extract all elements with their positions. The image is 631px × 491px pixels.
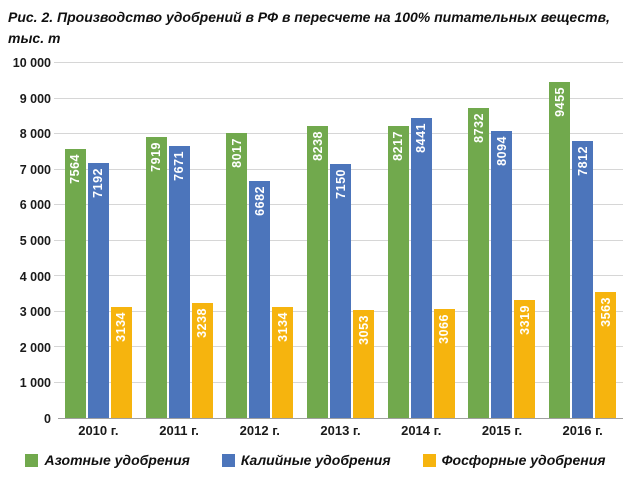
y-tick-label: 7 000: [19, 162, 51, 177]
bar: 8238: [307, 125, 329, 418]
bar-group: 7564 7192 3134: [58, 63, 139, 418]
bar-group: 8017 6682 3134: [219, 63, 300, 418]
bar: 7671: [168, 145, 190, 418]
bar-value-label: 8094: [494, 135, 509, 166]
legend-item: Калийные удобрения: [221, 452, 391, 468]
figure-title-text: Производство удобрений в РФ в пересчете …: [8, 9, 610, 46]
bar: 8094: [491, 130, 513, 418]
bar: 7919: [145, 136, 167, 418]
gridline: [54, 62, 623, 63]
plot-area: 7564 7192 3134 7919 7671 3238 8017 6682 3134 8238…: [54, 62, 623, 419]
y-tick-label: 6 000: [19, 198, 51, 213]
bar-value-label: 8017: [229, 138, 244, 169]
y-tick-label: 5 000: [19, 234, 51, 248]
y-tick-label: 1 000: [19, 376, 51, 391]
bar-group: 8217 8441 3066: [381, 63, 462, 418]
bar-value-label: 7671: [172, 150, 187, 181]
legend-label: Азотные удобрения: [44, 452, 190, 468]
bar-value-label: 3319: [517, 305, 532, 335]
bar: 8732: [468, 108, 490, 418]
bar: 7150: [330, 164, 352, 418]
x-tick-label: 2014 г.: [401, 423, 442, 438]
bar: 8217: [387, 126, 409, 418]
bar-value-label: 8732: [471, 113, 486, 143]
gridline: [54, 97, 623, 99]
bar-value-label: 7919: [149, 141, 164, 172]
y-tick-label: 8 000: [19, 127, 51, 142]
bar-value-label: 8441: [414, 123, 429, 154]
bar-value-label: 3134: [114, 311, 129, 342]
bar: 7812: [572, 140, 594, 418]
bar-value-label: 3053: [356, 314, 371, 345]
bar: 8441: [410, 118, 432, 418]
bar-value-label: 7192: [91, 167, 106, 198]
bar-value-label: 3066: [437, 314, 452, 344]
bar: 3053: [353, 309, 375, 418]
figure-title: Рис. 2. Производство удобрений в РФ в пе…: [8, 7, 623, 49]
bar-value-label: 9455: [552, 87, 567, 118]
x-tick-label: 2015 г.: [481, 423, 523, 438]
y-tick-label: 0: [44, 412, 51, 426]
bar: 3319: [514, 300, 536, 418]
legend-label: Фосфорные удобрения: [441, 452, 606, 468]
bar: 6682: [249, 180, 271, 418]
bar-value-label: 8238: [310, 130, 325, 161]
y-tick-label: 4 000: [19, 269, 51, 284]
bar: 7192: [87, 162, 109, 418]
bar-value-label: 3238: [195, 308, 210, 338]
bar: 3134: [272, 306, 294, 418]
y-tick-label: 10 000: [12, 56, 51, 70]
bar-group: 8732 8094 3319: [462, 63, 543, 418]
bar-group: 8238 7150 3053: [300, 63, 381, 418]
bar: 8017: [226, 133, 248, 418]
y-tick-label: 9 000: [19, 91, 51, 106]
bar-value-label: 7812: [575, 145, 590, 176]
bar: 9455: [549, 82, 571, 418]
bar-value-label: 6682: [252, 185, 267, 216]
bar-group: 7919 7671 3238: [139, 63, 220, 418]
bar-value-label: 3563: [598, 296, 613, 327]
bar-value-label: 7564: [68, 154, 83, 185]
x-tick-label: 2013 г.: [320, 423, 361, 438]
bar-value-label: 8217: [391, 131, 406, 162]
bar-groups: 7564 7192 3134 7919 7671 3238 8017 6682 3134 8238…: [58, 63, 623, 418]
legend-item: Фосфорные удобрения: [422, 452, 606, 468]
y-tick-label: 2 000: [19, 340, 51, 355]
legend-swatch: [25, 453, 39, 467]
legend-swatch: [422, 453, 436, 467]
x-tick-label: 2016 г.: [562, 423, 603, 438]
legend-swatch: [221, 453, 235, 467]
x-axis: 2010 г. 2011 г. 2012 г. 2013 г. 2014 г. 2015 …: [58, 423, 623, 438]
x-tick-label: 2012 г.: [239, 423, 280, 438]
bar: 3066: [433, 309, 455, 418]
gridline: [54, 133, 623, 134]
y-tick-label: 3 000: [19, 305, 51, 320]
bar: 3563: [595, 291, 617, 418]
y-axis: 0 1 000 2 000 3 000 4 000 5 000 6 000 7 000 8 00…: [8, 56, 58, 426]
bar: 3238: [191, 303, 213, 418]
x-tick-label: 2010 г.: [78, 423, 119, 438]
x-tick-label: 2011 г.: [159, 423, 199, 438]
legend-item: Азотные удобрения: [25, 452, 190, 468]
bar: 3134: [110, 306, 132, 418]
bar-value-label: 3134: [275, 311, 290, 342]
chart-body: 0 1 000 2 000 3 000 4 000 5 000 6 000 7 000 8 00…: [8, 56, 623, 426]
legend: Азотные удобрения Калийные удобрения Фосфо…: [8, 452, 623, 468]
bar-chart: 0 1 000 2 000 3 000 4 000 5 000 6 000 7 000 8 00…: [8, 56, 623, 468]
bar-value-label: 7150: [333, 169, 348, 199]
figure-number: Рис. 2.: [8, 9, 54, 25]
bar: 7564: [64, 149, 86, 418]
legend-label: Калийные удобрения: [240, 452, 391, 468]
bar-group: 9455 7812 3563: [542, 63, 623, 418]
